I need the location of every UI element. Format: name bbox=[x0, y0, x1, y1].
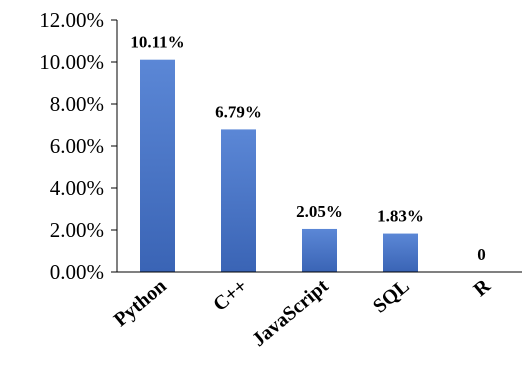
y-tick-label: 2.00% bbox=[50, 218, 104, 242]
category-label: C++ bbox=[209, 275, 252, 316]
y-axis: 0.00% 2.00% 4.00% 6.00% 8.00% 10.00% 12.00% bbox=[39, 8, 118, 284]
bar-javascript bbox=[302, 228, 337, 272]
y-tick-label: 10.00% bbox=[39, 50, 104, 74]
y-tick-label: 4.00% bbox=[50, 176, 104, 200]
data-label: 10.11% bbox=[130, 33, 184, 52]
y-tick-label: 0.00% bbox=[50, 260, 104, 284]
category-labels: Python C++JavaScript SQL R bbox=[110, 275, 495, 351]
y-tick-label: 6.00% bbox=[50, 134, 104, 158]
category-label: R bbox=[470, 275, 496, 301]
data-label: 2.05% bbox=[296, 202, 343, 221]
data-label: 0 bbox=[477, 245, 486, 264]
data-labels: 10.11% 6.79% 2.05% 1.83% 0 bbox=[130, 33, 485, 264]
bars bbox=[140, 59, 418, 272]
y-tick-label: 12.00% bbox=[39, 8, 104, 32]
category-label: SQL bbox=[369, 275, 414, 318]
bar-python bbox=[140, 59, 175, 272]
y-tick-label: 8.00% bbox=[50, 92, 104, 116]
bar-sql bbox=[383, 233, 418, 272]
category-label: JavaScript bbox=[248, 275, 333, 351]
bar-c- bbox=[221, 129, 256, 272]
data-label: 6.79% bbox=[215, 102, 262, 121]
data-label: 1.83% bbox=[377, 207, 424, 226]
category-label: Python bbox=[110, 275, 171, 331]
